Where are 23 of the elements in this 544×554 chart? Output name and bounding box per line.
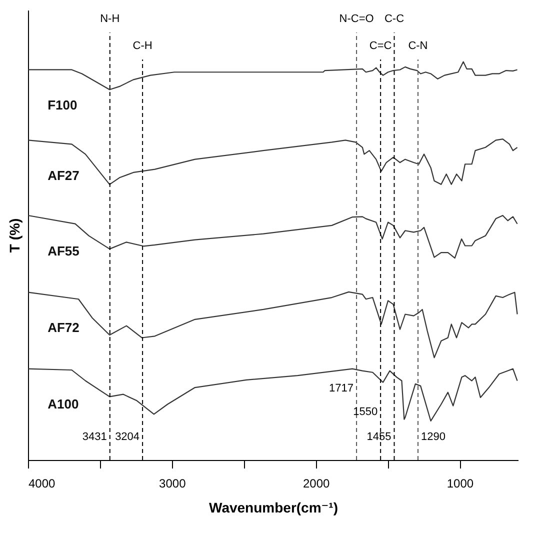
annotation: 3431 xyxy=(82,430,107,443)
series-label: AF72 xyxy=(48,320,80,336)
annotation: 3204 xyxy=(115,430,140,443)
annotation: 1455 xyxy=(366,430,392,443)
annotation: 1290 xyxy=(420,430,446,443)
x-axis-title: Wavenumber(cm⁻¹) xyxy=(208,500,338,516)
y-axis-title: T (%) xyxy=(6,218,22,253)
series-label: AF27 xyxy=(48,168,80,184)
series-label: AF55 xyxy=(48,243,80,258)
ref-line-label: N-H xyxy=(100,13,120,25)
x-tick-label: 1000 xyxy=(446,476,474,490)
annotation: 1717 xyxy=(329,382,354,394)
series-label: F100 xyxy=(48,98,78,113)
x-tick-label: 4000 xyxy=(28,476,56,490)
ref-line-label: C-H xyxy=(132,40,152,52)
series-label: A100 xyxy=(48,396,79,412)
x-tick-label: 2000 xyxy=(302,476,330,490)
ref-line-label: C-N xyxy=(408,40,428,52)
annotation: 1550 xyxy=(353,406,378,418)
x-tick-label: 3000 xyxy=(159,476,186,490)
ref-line-label: N-C=O xyxy=(339,13,374,25)
ref-line-label: C=C xyxy=(369,40,392,52)
ref-line-label: C-C xyxy=(384,13,404,25)
